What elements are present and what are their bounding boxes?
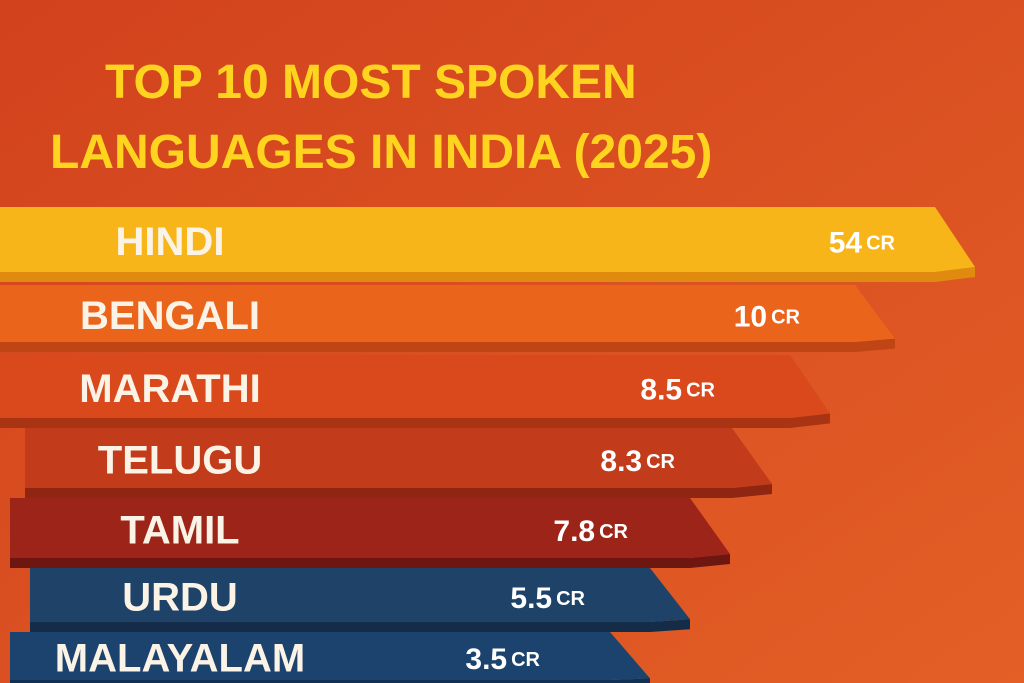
value-unit: CR [866,233,895,255]
language-row: MALAYALAM 3.5 CR [10,632,650,683]
speakers-value: 7.8 CR [553,515,628,548]
language-row: TELUGU 8.3 CR [25,428,772,498]
language-name: URDU [122,576,238,620]
speakers-value: 10 CR [734,300,801,333]
language-name: BENGALI [80,294,260,338]
language-row: HINDI 54 CR [0,207,975,282]
language-row: MARATHI 8.5 CR [0,355,830,428]
title-line: TOP 10 MOST SPOKEN [105,56,637,109]
bar-side [0,267,975,282]
value-number: 5.5 [510,582,552,615]
bar-face [0,285,895,342]
language-name: TAMIL [120,509,239,553]
language-row: URDU 5.5 CR [30,568,690,632]
bar-face [25,428,772,488]
language-name: MALAYALAM [55,637,305,681]
bar-face [0,207,975,272]
bar-side [0,338,895,352]
value-unit: CR [771,307,800,329]
language-name: HINDI [116,220,225,264]
value-number: 3.5 [465,643,507,676]
language-row: TAMIL 7.8 CR [10,498,730,568]
bar-face [30,568,690,622]
value-unit: CR [686,380,715,402]
language-name: MARATHI [79,367,260,411]
value-number: 54 [829,226,863,259]
speakers-value: 8.3 CR [600,445,675,478]
bar-side [25,484,772,498]
language-row: BENGALI 10 CR [0,285,895,352]
speakers-value: 54 CR [829,226,896,259]
value-number: 10 [734,300,767,333]
speakers-value: 3.5 CR [465,643,540,676]
bar-side [30,619,690,632]
bar-side [10,678,650,683]
bar-face [0,355,830,418]
value-number: 8.5 [640,373,682,406]
bar-side [10,554,730,568]
value-unit: CR [511,649,540,671]
bar-side [0,413,830,428]
value-unit: CR [599,521,628,543]
value-unit: CR [646,451,675,473]
bar-face [10,632,650,680]
value-unit: CR [556,588,585,610]
speakers-value: 8.5 CR [640,373,715,406]
speakers-value: 5.5 CR [510,582,585,615]
value-number: 7.8 [553,515,595,548]
value-number: 8.3 [600,445,642,478]
language-name: TELUGU [98,439,262,483]
bar-face [10,498,730,558]
title-line: LANGUAGES IN INDIA (2025) [50,126,712,179]
